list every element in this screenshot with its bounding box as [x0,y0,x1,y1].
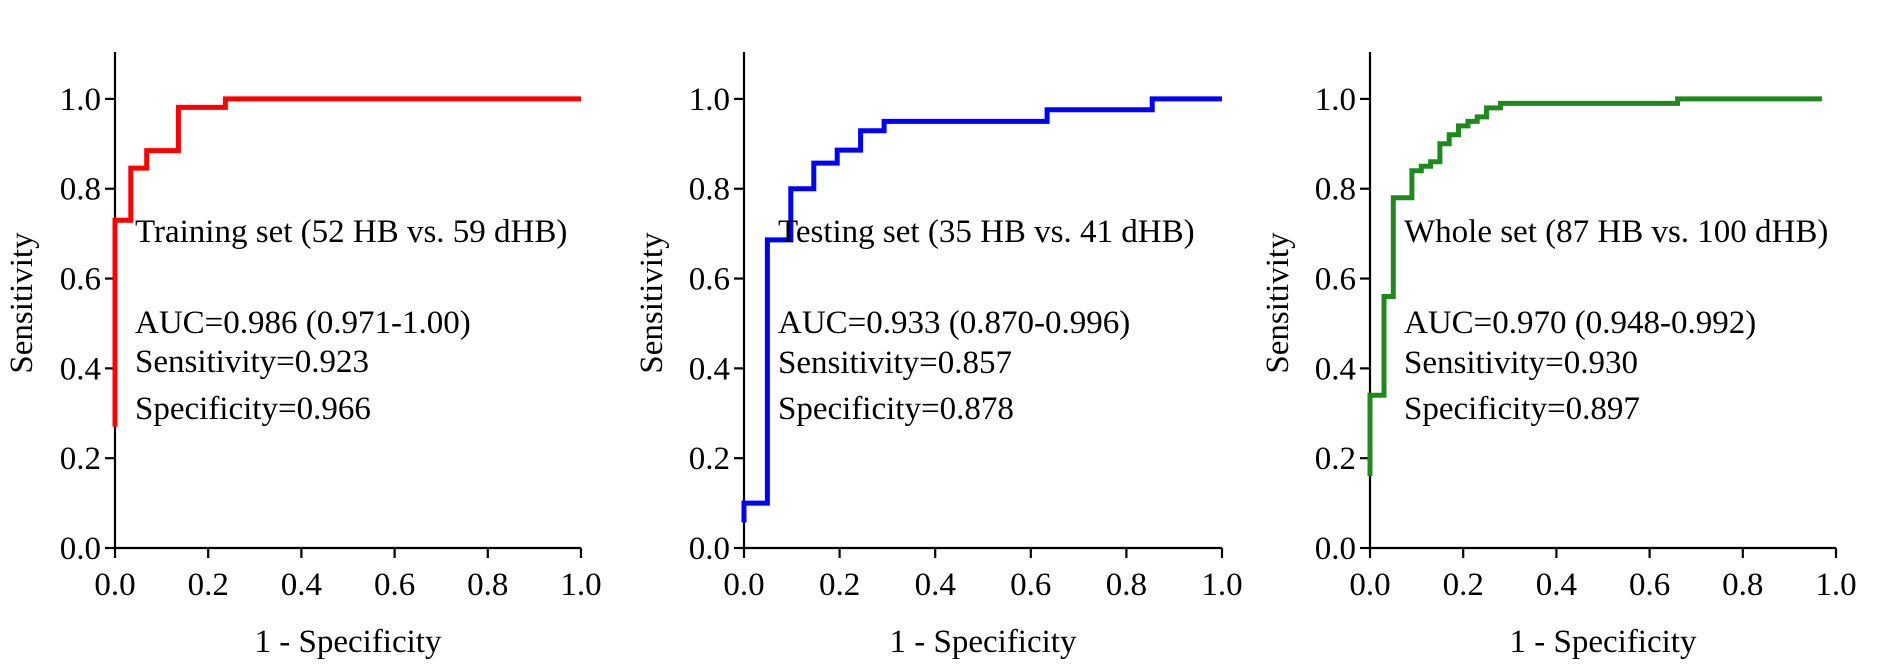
annotation-text: Testing set (35 HB vs. 41 dHB) [778,214,1195,250]
annotation-text: AUC=0.986 (0.971-1.00) [135,305,471,341]
x-tick-label: 0.6 [374,567,415,603]
y-tick-label: 0.4 [689,351,730,387]
annotation-text: Specificity=0.966 [135,391,371,427]
x-tick-label: 0.4 [915,567,956,603]
x-tick-label: 0.6 [1010,567,1051,603]
y-tick-label: 0.4 [60,351,101,387]
x-tick-label: 0.8 [1106,567,1147,603]
x-tick-label: 0.6 [1629,567,1670,603]
annotation-text: AUC=0.970 (0.948-0.992) [1404,305,1756,341]
x-tick-label: 0.2 [819,567,860,603]
y-axis-label: Sensitivity [4,232,40,374]
x-tick-label: 0.4 [281,567,322,603]
y-tick-label: 1.0 [689,82,730,118]
roc-curve [1367,96,1822,477]
x-axis-label: 1 - Specificity [890,624,1077,660]
annotation-text: Sensitivity=0.923 [135,344,369,380]
y-tick-label: 1.0 [60,82,101,118]
y-tick-label: 0.0 [689,531,730,567]
y-tick-label: 0.6 [60,262,101,298]
annotation-text: Specificity=0.878 [778,391,1014,427]
roc-panel-2: 0.0 0.2 0.4 0.6 0.8 1.0 0.0 0.2 0.4 0.6 0.8 1.0 1 - … [634,52,1243,660]
roc-curve [112,96,581,427]
y-tick-label: 0.4 [1315,351,1356,387]
roc-curve [741,96,1222,523]
x-tick-label: 1.0 [1201,567,1242,603]
annotation-text: Specificity=0.897 [1404,391,1640,427]
y-tick-label: 0.8 [1315,172,1356,208]
y-tick-label: 0.2 [60,441,101,477]
annotation-text: Sensitivity=0.930 [1404,345,1638,381]
x-tick-label: 0.2 [1443,567,1484,603]
x-tick-label: 1.0 [1815,567,1856,603]
y-tick-label: 0.0 [60,531,101,567]
roc-panel-3: 0.0 0.2 0.4 0.6 0.8 1.0 0.0 0.2 0.4 0.6 0.8 1.0 1 - … [1260,52,1857,660]
annotation-text: Whole set (87 HB vs. 100 dHB) [1404,214,1828,250]
y-tick-label: 0.6 [1315,262,1356,298]
y-axis-label: Sensitivity [1260,232,1296,374]
x-tick-label: 0.2 [188,567,229,603]
y-tick-label: 0.2 [1315,441,1356,477]
x-tick-label: 0.0 [1349,567,1390,603]
x-tick-label: 0.8 [467,567,508,603]
x-axis-label: 1 - Specificity [1510,624,1697,660]
x-tick-label: 0.0 [723,567,764,603]
y-axis-label: Sensitivity [634,232,670,374]
x-tick-label: 0.0 [94,567,135,603]
y-tick-label: 0.8 [60,172,101,208]
x-tick-label: 1.0 [560,567,601,603]
y-tick-label: 1.0 [1315,82,1356,118]
annotation-text: Sensitivity=0.857 [778,345,1012,381]
roc-panel-1: 0.0 0.2 0.4 0.6 0.8 1.0 0.0 0.2 0.4 0.6 0.8 1.0 1 - … [4,52,602,660]
y-tick-label: 0.2 [689,441,730,477]
y-tick-label: 0.8 [689,172,730,208]
annotation-text: Training set (52 HB vs. 59 dHB) [135,214,567,250]
y-tick-label: 0.0 [1315,531,1356,567]
x-axis-label: 1 - Specificity [255,624,442,660]
x-tick-label: 0.4 [1536,567,1577,603]
x-tick-label: 0.8 [1722,567,1763,603]
y-tick-label: 0.6 [689,262,730,298]
annotation-text: AUC=0.933 (0.870-0.996) [778,305,1130,341]
